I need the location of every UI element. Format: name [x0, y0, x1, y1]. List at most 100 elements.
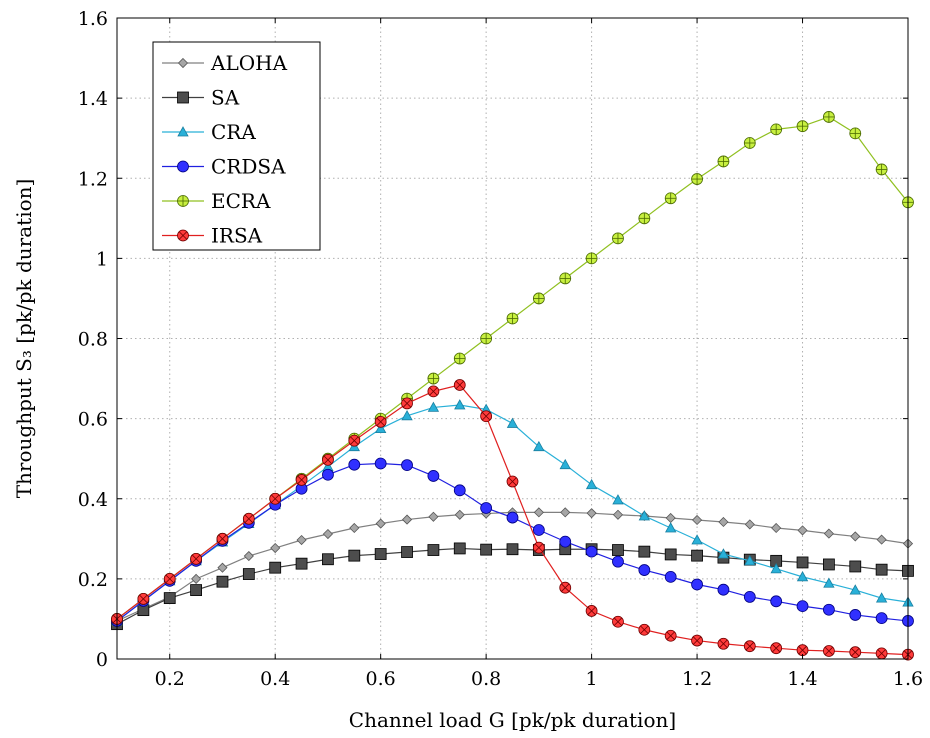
- data-point-crdsa: [427, 470, 440, 482]
- data-point-crdsa: [638, 564, 651, 576]
- data-point-ecra: [691, 173, 703, 185]
- data-point-irsa: [743, 640, 756, 653]
- legend-label-sa: SA: [211, 86, 240, 110]
- legend-label-irsa: IRSA: [211, 224, 263, 248]
- data-point-cra: [559, 458, 571, 470]
- data-point-ecra: [664, 192, 677, 205]
- data-point-sa: [691, 549, 703, 562]
- data-point-aloha: [692, 514, 703, 526]
- legend-marker-sa: [177, 91, 189, 104]
- data-point-crdsa: [374, 457, 387, 470]
- data-point-sa: [242, 568, 255, 580]
- data-point-ecra: [612, 232, 624, 245]
- data-point-aloha: [296, 534, 307, 546]
- data-point-cra: [691, 534, 703, 545]
- data-point-irsa: [190, 552, 203, 565]
- data-point-irsa: [612, 615, 624, 628]
- data-point-crdsa: [823, 603, 835, 616]
- data-point-aloha: [586, 508, 597, 519]
- data-point-sa: [163, 592, 176, 605]
- data-point-ecra: [638, 212, 651, 225]
- data-point-irsa: [532, 541, 545, 554]
- data-point-sa: [875, 563, 888, 576]
- data-point-cra: [717, 548, 730, 559]
- legend-label-crdsa: CRDSA: [211, 155, 286, 179]
- data-point-cra: [796, 571, 809, 582]
- x-tick-label: 1.4: [787, 668, 817, 690]
- data-point-crdsa: [849, 609, 862, 621]
- data-point-cra: [585, 478, 598, 490]
- data-point-crdsa: [401, 459, 413, 471]
- data-point-aloha: [217, 562, 228, 573]
- data-point-sa: [295, 557, 308, 570]
- data-point-sa: [453, 542, 466, 555]
- data-point-crdsa: [532, 524, 545, 536]
- data-point-ecra: [427, 372, 440, 385]
- data-point-cra: [401, 409, 413, 421]
- data-point-cra: [638, 510, 651, 521]
- data-point-aloha: [270, 542, 281, 554]
- data-point-cra: [454, 399, 466, 410]
- data-point-cra: [665, 522, 677, 533]
- data-point-irsa: [559, 581, 572, 594]
- data-point-aloha: [349, 522, 360, 534]
- legend-label-aloha: ALOHA: [210, 51, 288, 75]
- legend-entry-crdsa: CRDSA: [162, 155, 286, 179]
- data-point-aloha: [243, 550, 254, 562]
- legend-marker-irsa: [177, 229, 189, 242]
- x-tick-label: 1.6: [893, 668, 923, 690]
- data-point-cra: [533, 440, 545, 452]
- data-point-crdsa: [506, 511, 519, 524]
- data-point-sa: [269, 561, 282, 574]
- data-point-aloha: [322, 528, 333, 540]
- legend-entry-cra: CRA: [162, 120, 256, 144]
- data-point-irsa: [849, 646, 862, 659]
- data-point-cra: [770, 563, 782, 574]
- data-point-aloha: [665, 512, 676, 524]
- data-point-irsa: [348, 434, 361, 447]
- series-layer: [111, 111, 914, 661]
- data-point-irsa: [480, 410, 493, 423]
- data-point-sa: [401, 546, 413, 558]
- legend-entry-aloha: ALOHA: [162, 51, 288, 75]
- data-point-cra: [744, 555, 756, 566]
- data-point-ecra: [585, 252, 598, 265]
- y-tick-label: 0.8: [78, 329, 108, 351]
- data-point-ecra: [796, 120, 809, 133]
- data-point-aloha: [612, 509, 624, 520]
- data-point-irsa: [401, 397, 413, 410]
- data-point-aloha: [823, 528, 834, 539]
- data-point-irsa: [216, 532, 229, 545]
- legend-marker-crdsa: [177, 160, 189, 173]
- data-point-irsa: [137, 593, 150, 605]
- data-point-sa: [849, 560, 862, 573]
- data-point-irsa: [269, 492, 282, 505]
- data-point-sa: [216, 575, 229, 588]
- x-tick-label: 0.4: [260, 668, 290, 690]
- data-point-sa: [480, 543, 493, 556]
- data-point-aloha: [797, 525, 808, 536]
- legend-box: [152, 41, 321, 251]
- data-point-cra: [849, 584, 861, 595]
- data-point-aloha: [744, 519, 755, 530]
- x-tick-label: 0.2: [155, 668, 185, 690]
- data-point-crdsa: [453, 484, 466, 497]
- data-point-aloha: [718, 516, 729, 528]
- data-point-cra: [506, 417, 519, 428]
- data-point-crdsa: [322, 468, 334, 481]
- data-point-aloha: [560, 507, 571, 518]
- data-point-irsa: [322, 453, 334, 466]
- y-tick-label: 1.6: [78, 8, 108, 30]
- data-point-aloha: [454, 509, 465, 520]
- x-axis-title: Channel load G [pk/pk duration]: [349, 708, 676, 732]
- legend-marker-aloha: [177, 57, 189, 69]
- data-point-crdsa: [875, 612, 888, 625]
- x-tick-label: 0.8: [471, 668, 501, 690]
- data-point-irsa: [664, 629, 677, 642]
- data-point-aloha: [375, 518, 386, 529]
- data-point-cra: [374, 422, 387, 434]
- data-point-irsa: [453, 379, 466, 391]
- y-axis-title: Throughput S₃ [pk/pk duration]: [12, 179, 36, 499]
- data-point-aloha: [191, 573, 202, 584]
